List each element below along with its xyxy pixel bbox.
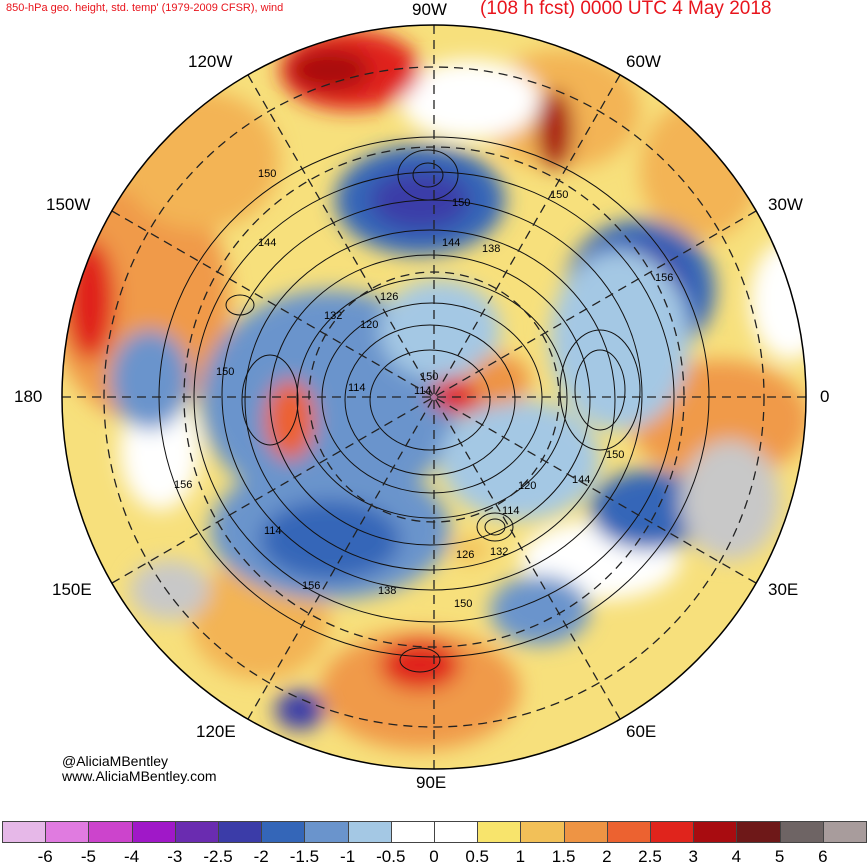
colorbar-swatch: [131, 821, 176, 843]
contour-label: 150: [216, 366, 234, 378]
contour-label: 126: [380, 291, 398, 303]
map-boundary: [61, 24, 807, 770]
contour-label: 114: [502, 505, 520, 517]
lon-label-150w: 150W: [46, 195, 91, 214]
contour-label: 150: [452, 197, 470, 209]
colorbar-swatch: [88, 821, 133, 843]
colorbar-tick-label: 0: [429, 847, 439, 866]
contour-label: 150: [258, 168, 276, 180]
colorbar-tick-label: 5: [774, 847, 785, 866]
credit-handle: @AliciaMBentley: [62, 753, 169, 769]
colorbar-swatch: [650, 821, 695, 843]
lon-label-60e: 60E: [626, 722, 657, 741]
colorbar-swatch: [174, 821, 219, 843]
colorbar-swatch: [606, 821, 651, 843]
colorbar-swatch: [2, 821, 47, 843]
colorbar-tick-label: 0.5: [465, 847, 490, 866]
polar-stereographic-map: 150 150 150 150 150 150 150 144 144 144 …: [61, 24, 807, 770]
colorbar-tick-label: -1: [340, 847, 356, 866]
contour-label: 138: [378, 585, 396, 597]
contour-label: 150: [454, 598, 472, 610]
lon-label-0: 0: [820, 387, 830, 406]
colorbar-swatch: [563, 821, 608, 843]
credit-website: www.AliciaMBentley.com: [62, 768, 217, 784]
colorbar-tick-label: 1.5: [551, 847, 576, 866]
contour-label: 126: [456, 549, 474, 561]
colorbar-tick-label: 2.5: [638, 847, 662, 866]
contour-label: 132: [490, 546, 508, 558]
colorbar-tick-label: 2: [602, 847, 612, 866]
colorbar-swatch: [261, 821, 306, 843]
colorbar-tick-label: 3: [688, 847, 698, 866]
lon-label-30e: 30E: [768, 580, 799, 599]
contour-label: 120: [360, 319, 378, 331]
lon-label-120w: 120W: [188, 52, 233, 71]
contour-label: 150: [606, 449, 624, 461]
contour-label: 150: [550, 189, 568, 201]
lon-label-90w: 90W: [412, 0, 447, 19]
contour-label: 156: [302, 580, 320, 592]
contour-label: 114: [264, 525, 282, 537]
map-title: (108 h fcst) 0000 UTC 4 May 2018: [480, 0, 772, 19]
contour-label: 132: [324, 310, 342, 322]
colorbar-tick-label: -6: [37, 847, 53, 866]
contour-label: 120: [518, 480, 536, 492]
contour-label: 144: [572, 474, 590, 486]
colorbar-swatch: [822, 821, 867, 843]
map-subtitle: 850-hPa geo. height, std. temp' (1979-20…: [6, 2, 284, 14]
colorbar-tick-label: 4: [731, 847, 742, 866]
colorbar-tick-label: -2.5: [203, 847, 233, 866]
colorbar-tick-label: 6: [818, 847, 828, 866]
colorbar-tick-label: -1.5: [289, 847, 320, 866]
lon-label-90e: 90E: [416, 773, 447, 792]
colorbar-tick-label: -2: [253, 847, 269, 866]
contour-label: 156: [174, 479, 192, 491]
contour-label: 114: [348, 382, 366, 394]
colorbar-tick-label: 1: [515, 847, 526, 866]
lon-label-150e: 150E: [52, 580, 92, 599]
colorbar-swatch: [347, 821, 392, 843]
graticule: [62, 25, 806, 769]
contour-label: 138: [482, 243, 500, 255]
contour-label: 156: [655, 272, 673, 284]
colorbar-tick-label: -0.5: [376, 847, 406, 866]
colorbar-swatch: [520, 821, 565, 843]
colorbar-swatch: [304, 821, 349, 843]
lon-label-30w: 30W: [768, 195, 803, 214]
lon-label-60w: 60W: [626, 52, 661, 71]
colorbar-swatch: [477, 821, 522, 843]
colorbar-swatch: [218, 821, 263, 843]
colorbar-swatch: [736, 821, 781, 843]
colorbar-swatch: [434, 821, 479, 843]
contour-label: 144: [258, 237, 276, 249]
lon-label-120e: 120E: [196, 722, 236, 741]
colorbar-swatch: [45, 821, 90, 843]
lon-label-180: 180: [14, 387, 43, 406]
contour-label: 144: [442, 237, 460, 249]
colorbar-swatch: [390, 821, 435, 843]
colorbar-swatch: [779, 821, 824, 843]
colorbar-tick-label: -4: [124, 847, 140, 866]
colorbar-tick-label: -5: [80, 847, 96, 866]
colorbar-tick-label: -3: [167, 847, 183, 866]
colorbar-swatch: [693, 821, 738, 843]
